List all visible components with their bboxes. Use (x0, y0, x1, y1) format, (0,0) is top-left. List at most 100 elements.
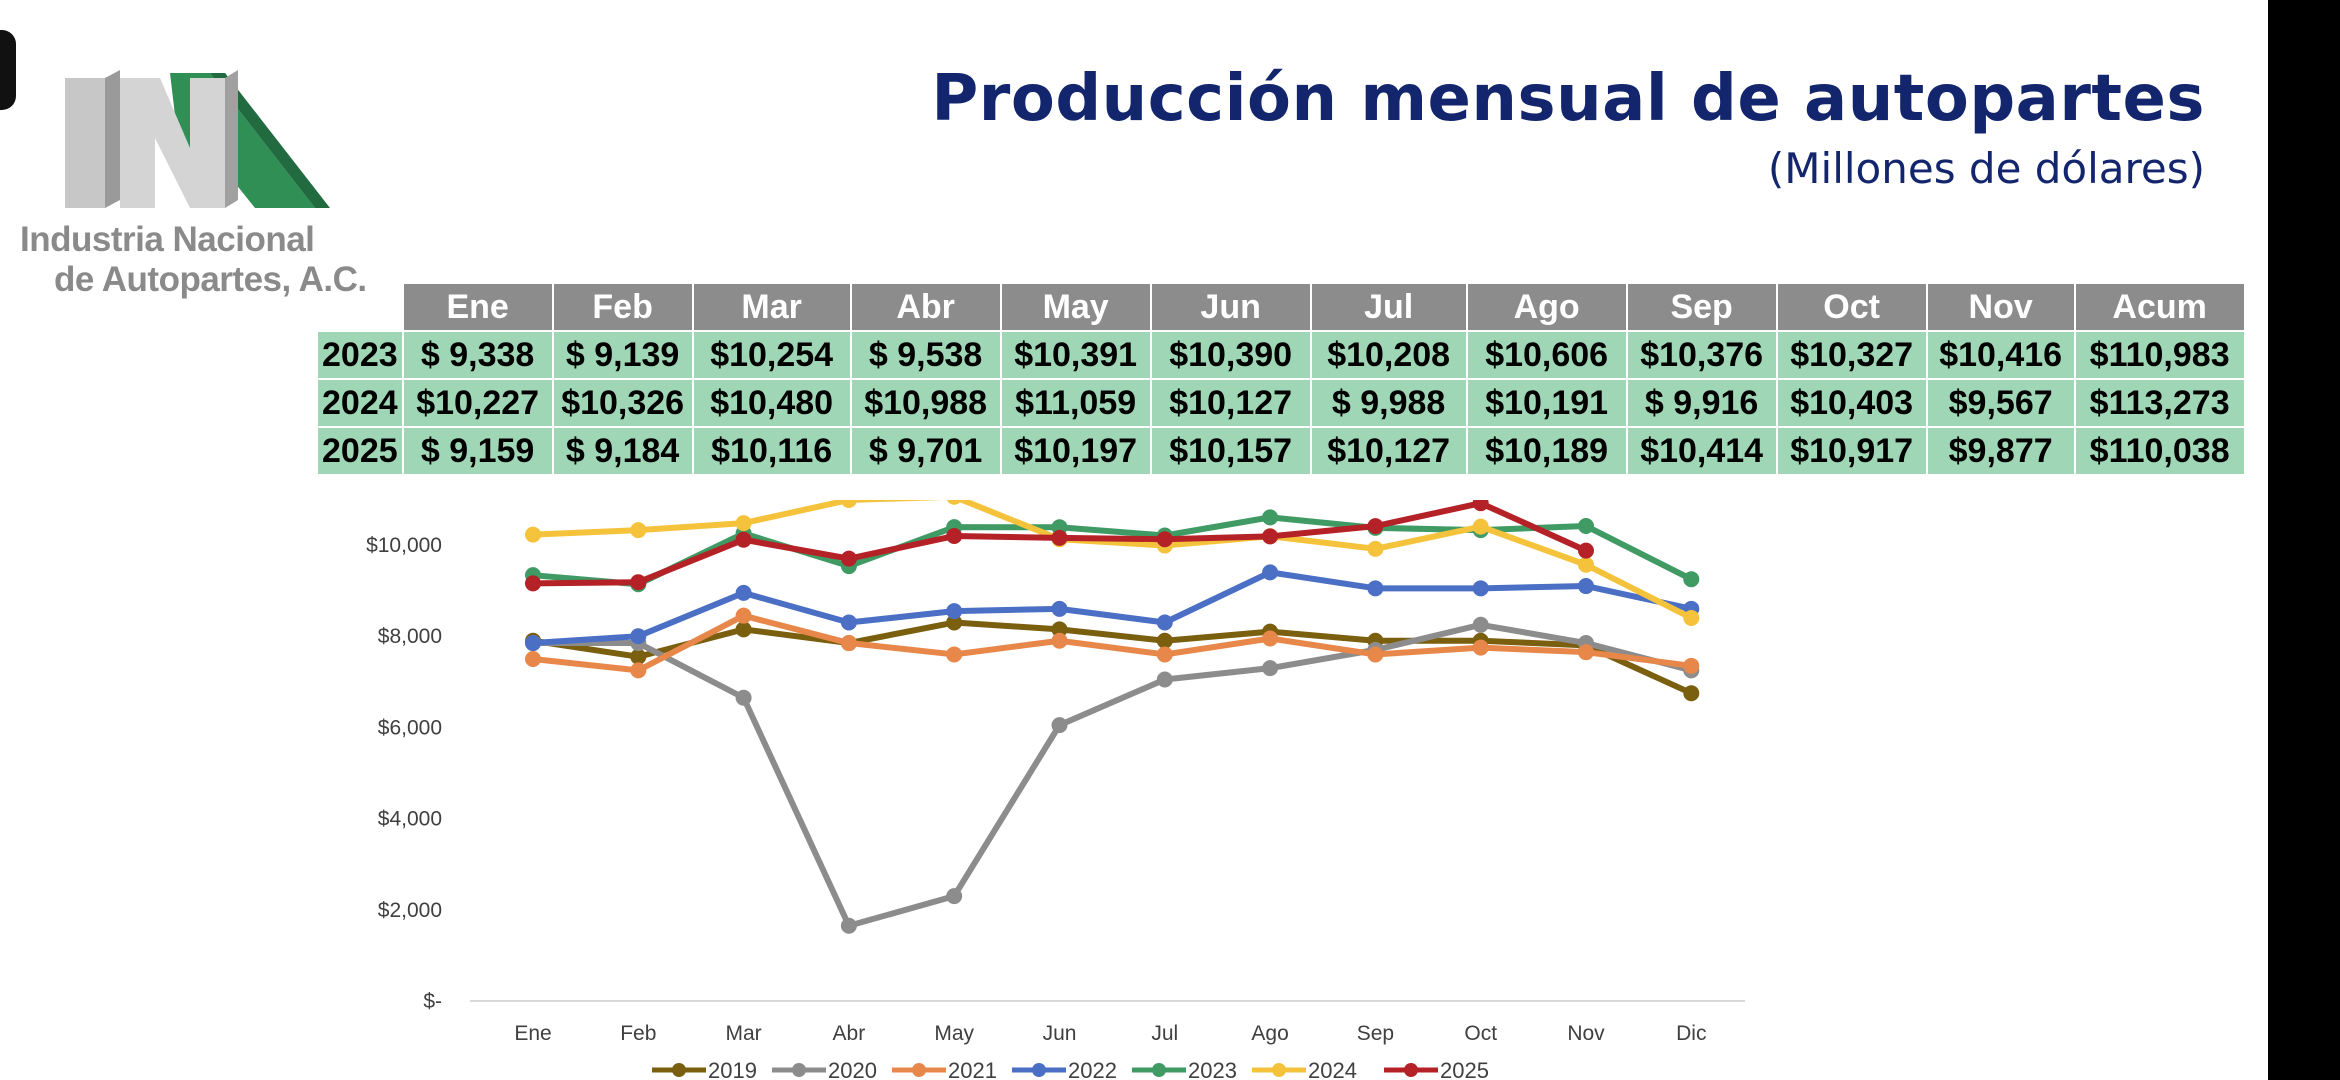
series-line-2019 (532, 619, 1693, 696)
table-cell: $ 9,184 (551, 426, 694, 476)
table-cell: $ 9,538 (849, 330, 1002, 380)
data-point-2022 (1367, 580, 1384, 597)
table-cell: $10,208 (1309, 330, 1468, 380)
x-tick-label: Nov (1567, 1022, 1605, 1045)
data-point-2022 (1156, 614, 1173, 631)
data-point-2024 (1472, 518, 1489, 535)
x-tick-label: Mar (726, 1022, 762, 1045)
data-point-2023 (1262, 509, 1279, 526)
table-cell: $10,189 (1465, 426, 1628, 476)
table-header-cell: Sep (1625, 284, 1778, 331)
table-cell: $113,273 (2073, 378, 2246, 428)
data-point-2021 (1472, 639, 1489, 656)
table-header-cell: Feb (551, 284, 694, 331)
legend-label: 2021 (948, 1058, 997, 1080)
data-point-2021 (630, 662, 647, 679)
data-point-2025 (1051, 529, 1068, 546)
table-cell: $10,390 (1149, 330, 1312, 380)
production-line-chart: $- $2,000 $4,000 $6,000 $8,000 $10,000 Ene Feb M… (366, 500, 1745, 1080)
series-line-2023 (532, 514, 1693, 588)
table-cell: $110,983 (2073, 330, 2246, 380)
table-header-cell: Mar (691, 284, 852, 331)
legend-label: 2025 (1440, 1058, 1489, 1080)
data-point-2019 (630, 648, 647, 665)
data-point-2021 (1262, 630, 1279, 647)
table-cell: $10,988 (849, 378, 1002, 428)
legend-swatch-marker (792, 1063, 806, 1077)
data-point-2020 (735, 689, 752, 706)
data-point-2021 (1156, 646, 1173, 663)
table-cell: $ 9,338 (401, 330, 554, 380)
data-point-2022 (946, 603, 963, 620)
series-line-2021 (532, 612, 1692, 674)
table-header-cell: Jun (1149, 284, 1312, 331)
legend-label: 2024 (1308, 1058, 1357, 1080)
legend-swatch-marker (1272, 1063, 1286, 1077)
screen-edge-bar (2268, 0, 2340, 1080)
legend-swatch-marker (1404, 1063, 1418, 1077)
x-tick-label: May (934, 1022, 974, 1045)
data-point-2023 (1683, 571, 1700, 588)
table-header-cell: Nov (1925, 284, 2076, 331)
data-point-2022 (525, 635, 541, 652)
data-point-2022 (840, 614, 857, 631)
table-cell: $10,480 (691, 378, 852, 428)
legend-swatch-marker (672, 1063, 686, 1077)
table-cell: $ 9,159 (401, 426, 554, 476)
data-point-2020 (1262, 660, 1279, 677)
data-point-2020 (1051, 717, 1068, 734)
table-header-cell: Oct (1775, 284, 1928, 331)
data-point-2022 (735, 584, 752, 601)
table-year-cell: 2023 (316, 330, 404, 380)
data-point-2025 (1578, 542, 1594, 559)
table-cell: $11,059 (999, 378, 1152, 428)
table-row: 2023 $ 9,338 $ 9,139 $10,254 $ 9,538 $10… (316, 330, 2246, 380)
table-cell: $10,403 (1775, 378, 1928, 428)
table-header-row: Ene Feb Mar Abr May Jun Jul Ago Sep Oct … (317, 284, 2246, 331)
data-point-2020 (840, 917, 857, 934)
data-point-2025 (946, 528, 963, 545)
data-point-2019 (1156, 632, 1173, 649)
table-cell: $10,197 (999, 426, 1152, 476)
y-tick-label: $4,000 (378, 808, 442, 831)
data-point-2021 (840, 635, 857, 652)
table-header-cell: Ene (401, 284, 554, 331)
data-point-2025 (735, 531, 752, 548)
legend-swatch-marker (1152, 1063, 1166, 1077)
ina-logo: Industria Nacional de Autopartes, A.C. (20, 60, 380, 310)
data-point-2025 (840, 550, 857, 567)
legend-label: 2019 (708, 1058, 757, 1080)
table-cell: $10,326 (551, 378, 694, 428)
table-cell: $ 9,988 (1309, 378, 1468, 428)
data-point-2022 (630, 628, 647, 645)
data-point-2025 (630, 574, 647, 591)
data-point-2023 (1578, 518, 1594, 535)
data-point-2022 (1051, 600, 1068, 617)
data-point-2019 (735, 621, 752, 638)
production-table: Ene Feb Mar Abr May Jun Jul Ago Sep Oct … (316, 284, 2246, 476)
data-point-2020 (1156, 671, 1173, 688)
table-cell: $110,038 (2073, 426, 2246, 476)
data-point-2024 (1683, 609, 1700, 626)
x-tick-label: Sep (1357, 1022, 1394, 1045)
table-cell: $10,606 (1465, 330, 1628, 380)
data-point-2025 (1262, 528, 1279, 545)
table-cell: $10,376 (1625, 330, 1778, 380)
series-line-2024 (532, 500, 1693, 621)
table-row: 2024 $10,227 $10,326 $10,480 $10,988 $11… (316, 378, 2246, 428)
y-tick-label: $- (423, 990, 442, 1013)
table-header-cell: Abr (849, 284, 1002, 331)
data-point-2021 (525, 651, 541, 667)
table-cell: $10,254 (691, 330, 852, 380)
data-point-2021 (1367, 646, 1384, 663)
screen-notch (0, 30, 16, 110)
table-cell: $10,227 (401, 378, 554, 428)
data-point-2025 (1472, 500, 1489, 512)
legend-label: 2022 (1068, 1058, 1117, 1080)
data-point-2024 (1367, 540, 1384, 557)
table-cell: $ 9,139 (551, 330, 694, 380)
y-tick-label: $2,000 (378, 899, 442, 922)
table-corner (317, 284, 403, 331)
table-cell: $10,116 (691, 426, 852, 476)
table-header-cell: Jul (1309, 284, 1468, 331)
